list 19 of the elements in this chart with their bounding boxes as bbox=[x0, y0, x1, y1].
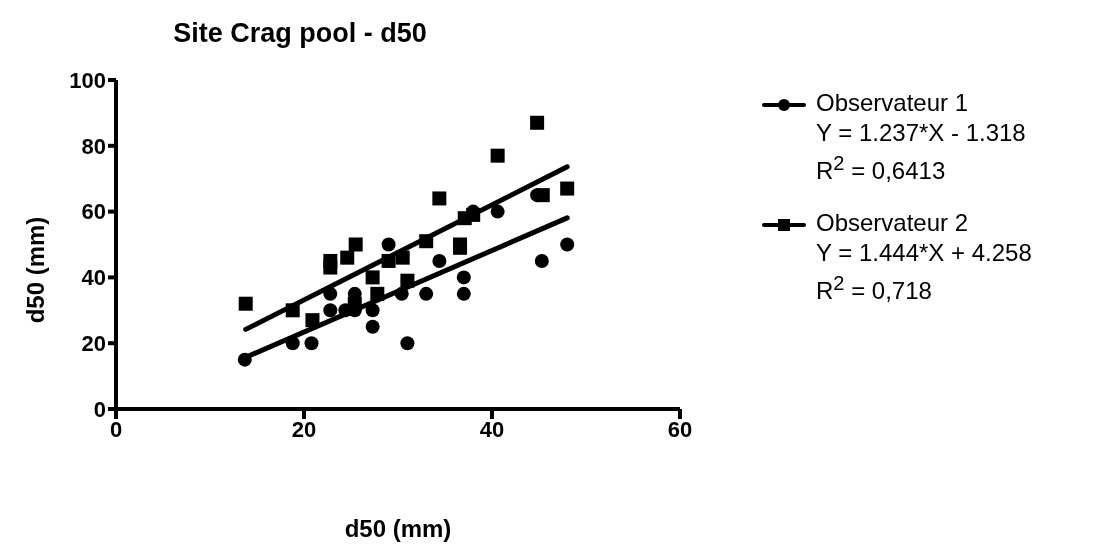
y-tick-label: 80 bbox=[81, 133, 106, 159]
legend-label: Observateur 2 bbox=[815, 208, 970, 238]
y-tick-label: 0 bbox=[93, 396, 106, 422]
text: Y = 1.444*X + 4.258 bbox=[816, 238, 1032, 268]
text: Y = 1.237*X - 1.318 bbox=[816, 118, 1027, 148]
x-axis-title: d50 (mm) bbox=[343, 515, 453, 543]
y-tick-label: 20 bbox=[81, 331, 106, 357]
y-tick-label: 40 bbox=[81, 265, 106, 291]
text: R$^{2}$ = 0,718 bbox=[816, 271, 933, 306]
y-tick-label: 60 bbox=[81, 199, 106, 225]
x-tick-label: 0 bbox=[109, 416, 123, 442]
x-tick-label: 40 bbox=[479, 416, 505, 442]
x-tick-label: 20 bbox=[291, 416, 317, 442]
y-tick-label: 100 bbox=[69, 67, 106, 93]
chart-title: Site Crag pool - d50 bbox=[172, 18, 428, 49]
y-axis-title: d50 (mm) bbox=[22, 216, 50, 323]
text: R$^{2}$ = 0,6413 bbox=[816, 151, 947, 186]
legend-label: Observateur 1 bbox=[815, 88, 970, 118]
x-tick-label: 60 bbox=[667, 416, 693, 442]
